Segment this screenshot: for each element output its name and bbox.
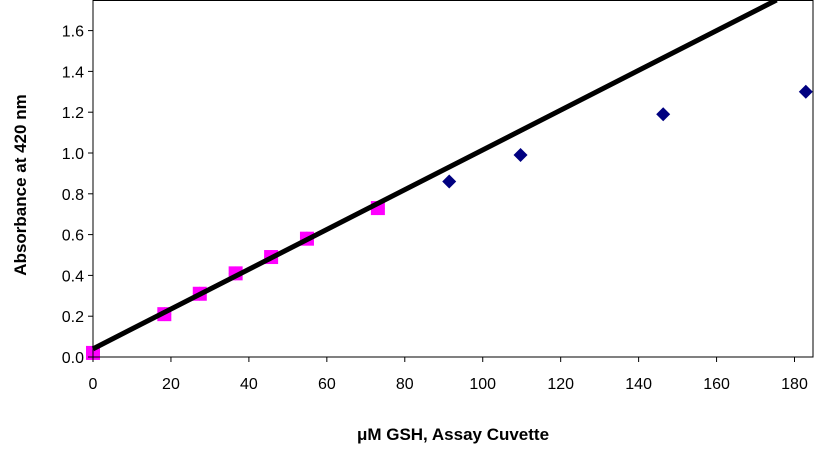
y-axis-title: Absorbance at 420 nm [11, 94, 30, 275]
x-tick-label: 20 [162, 376, 180, 393]
y-tick-label: 1.0 [62, 146, 84, 163]
y-tick-label: 0.4 [62, 268, 84, 285]
x-tick-label: 140 [625, 376, 652, 393]
x-tick-label: 60 [318, 376, 336, 393]
data-point-diamond [442, 174, 457, 189]
trendline [91, 0, 778, 352]
plot-area-frame [92, 0, 814, 358]
data-point-diamond [798, 84, 813, 99]
x-tick-label: 80 [396, 376, 414, 393]
y-tick-label: 0.8 [62, 187, 84, 204]
chart-marks [86, 0, 813, 360]
x-tick-label: 160 [703, 376, 730, 393]
data-point-diamond [656, 107, 671, 122]
x-tick-label: 120 [547, 376, 574, 393]
y-tick-label: 0.6 [62, 228, 84, 245]
x-tick-label: 40 [240, 376, 258, 393]
y-tick-label: 1.2 [62, 105, 84, 122]
y-tick-label: 1.4 [62, 64, 84, 81]
x-tick-label: 180 [781, 376, 808, 393]
y-tick-label: 1.6 [62, 24, 84, 41]
data-point-diamond [513, 148, 528, 163]
x-axis-title: μM GSH, Assay Cuvette [357, 425, 549, 444]
x-tick-label: 100 [469, 376, 496, 393]
x-tick-label: 0 [89, 376, 98, 393]
y-tick-label: 0.0 [62, 350, 84, 367]
y-tick-label: 0.2 [62, 309, 84, 326]
chart-axes: 0.0 0.2 0.4 0.6 0.8 1.0 1.2 1.4 1.6 0 20 40 60 80 100 1… [62, 0, 814, 393]
